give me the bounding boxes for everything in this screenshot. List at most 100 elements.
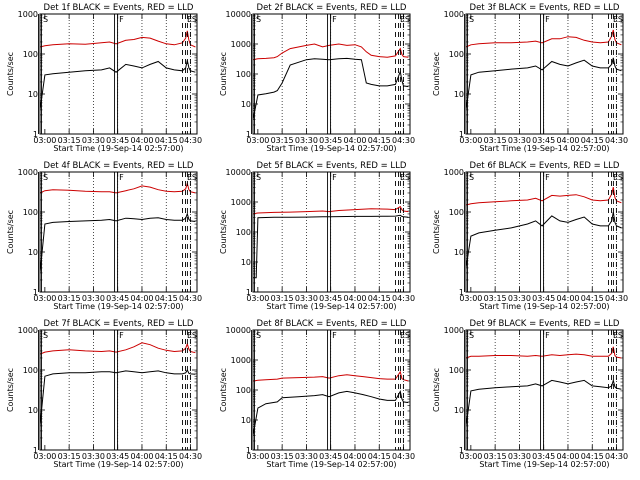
- marker-label: F: [332, 331, 337, 340]
- x-tick-label: 03:00: [33, 294, 56, 303]
- marker-label: S: [256, 15, 261, 24]
- chart-panel-7: Det 7f BLACK = Events, RED = LLD Counts/s…: [6, 319, 202, 469]
- marker-label: S: [618, 173, 623, 182]
- y-tick-label: 100: [23, 366, 38, 375]
- x-tick-label: 03:15: [58, 294, 81, 303]
- y-axis-label: Counts/sec: [6, 210, 15, 254]
- x-tick-label: 04:15: [155, 136, 178, 145]
- x-tick-label: 03:15: [484, 452, 507, 461]
- y-tick-label: 1000: [444, 168, 464, 177]
- x-tick-label: 03:30: [295, 294, 318, 303]
- y-tick-label: 10: [454, 406, 464, 415]
- marker-label: S: [43, 15, 48, 24]
- x-tick-label: 04:30: [179, 294, 202, 303]
- x-tick-label: 03:15: [484, 136, 507, 145]
- y-tick-label: 1: [246, 130, 251, 139]
- x-tick-label: 03:45: [106, 294, 129, 303]
- chart-panel-6: Det 6f BLACK = Events, RED = LLD Counts/s…: [432, 161, 628, 311]
- lld-series-line: [465, 346, 622, 359]
- marker-label: S: [469, 331, 474, 340]
- lld-series-line: [39, 30, 196, 48]
- x-tick-label: 04:00: [556, 136, 579, 145]
- x-tick-label: 03:30: [82, 136, 105, 145]
- y-tick-label: 1000: [444, 326, 464, 335]
- chart-panel-4: Det 4f BLACK = Events, RED = LLD Counts/s…: [6, 161, 202, 311]
- marker-label: F: [332, 15, 337, 24]
- y-tick-label: 10000: [226, 10, 251, 19]
- y-tick-label: 1000: [18, 168, 38, 177]
- y-tick-label: 1: [33, 288, 38, 297]
- x-tick-label: 04:15: [155, 294, 178, 303]
- x-tick-label: 03:30: [295, 136, 318, 145]
- plot-frame: [465, 329, 624, 451]
- x-tick-label: 03:00: [459, 452, 482, 461]
- y-axis-label: Counts/sec: [219, 210, 228, 254]
- x-axis-label: Start Time (19-Sep-14 02:57:00): [53, 460, 183, 469]
- marker-label: E: [187, 15, 192, 24]
- y-tick-label: 100: [23, 208, 38, 217]
- x-tick-label: 03:00: [459, 136, 482, 145]
- lld-series-line: [465, 186, 622, 206]
- chart-panel-9: Det 9f BLACK = Events, RED = LLD Counts/s…: [432, 319, 628, 469]
- y-axis-label: Counts/sec: [219, 52, 228, 96]
- marker-label: E: [613, 331, 618, 340]
- plot-frame: [39, 13, 198, 135]
- x-tick-label: 04:15: [581, 136, 604, 145]
- x-tick-label: 04:00: [130, 136, 153, 145]
- x-tick-label: 04:00: [343, 136, 366, 145]
- plot-frame: [252, 171, 411, 293]
- plot-frame: [252, 13, 411, 135]
- chart-title: Det 2f BLACK = Events, RED = LLD: [257, 3, 407, 13]
- y-tick-label: 1: [246, 446, 251, 455]
- y-axis-label: Counts/sec: [6, 52, 15, 96]
- chart-panel-3: Det 3f BLACK = Events, RED = LLD Counts/s…: [432, 3, 628, 153]
- chart-title: Det 9f BLACK = Events, RED = LLD: [470, 319, 620, 329]
- y-tick-label: 1: [459, 130, 464, 139]
- x-axis-label: Start Time (19-Sep-14 02:57:00): [266, 302, 396, 311]
- x-tick-label: 03:45: [319, 294, 342, 303]
- events-series-line: [39, 60, 196, 110]
- x-tick-label: 03:15: [484, 294, 507, 303]
- x-axis-label: Start Time (19-Sep-14 02:57:00): [266, 144, 396, 153]
- y-tick-label: 100: [236, 228, 251, 237]
- marker-label: S: [618, 15, 623, 24]
- y-tick-label: 1000: [444, 10, 464, 19]
- marker-label: S: [43, 173, 48, 182]
- x-tick-label: 03:00: [246, 136, 269, 145]
- x-axis-label: Start Time (19-Sep-14 02:57:00): [53, 302, 183, 311]
- chart-title: Det 3f BLACK = Events, RED = LLD: [470, 3, 620, 13]
- marker-label: S: [405, 331, 410, 340]
- x-tick-label: 04:00: [556, 294, 579, 303]
- chart-title: Det 4f BLACK = Events, RED = LLD: [44, 161, 194, 171]
- chart-panel-5: Det 5f BLACK = Events, RED = LLD Counts/s…: [219, 161, 415, 311]
- y-tick-label: 10: [28, 406, 38, 415]
- y-tick-label: 1000: [231, 198, 251, 207]
- marker-label: S: [469, 15, 474, 24]
- x-tick-label: 04:15: [581, 452, 604, 461]
- y-tick-label: 1000: [18, 10, 38, 19]
- events-series-line: [39, 212, 196, 273]
- marker-label: E: [400, 173, 405, 182]
- y-tick-label: 1: [246, 288, 251, 297]
- x-tick-label: 03:15: [271, 452, 294, 461]
- marker-label: F: [332, 173, 337, 182]
- marker-label: E: [187, 173, 192, 182]
- x-tick-label: 03:30: [82, 452, 105, 461]
- chart-title: Det 5f BLACK = Events, RED = LLD: [257, 161, 407, 171]
- y-tick-label: 1000: [18, 326, 38, 335]
- x-tick-label: 04:00: [130, 294, 153, 303]
- events-series-line: [465, 57, 622, 110]
- y-tick-label: 10: [241, 416, 251, 425]
- x-tick-label: 04:30: [392, 452, 415, 461]
- chart-panel-1: Det 1f BLACK = Events, RED = LLD Counts/s…: [6, 3, 202, 153]
- y-tick-label: 100: [449, 208, 464, 217]
- y-tick-label: 100: [449, 366, 464, 375]
- x-tick-label: 03:15: [58, 136, 81, 145]
- x-tick-label: 03:45: [532, 136, 555, 145]
- x-tick-label: 03:45: [319, 452, 342, 461]
- y-tick-label: 10000: [226, 326, 251, 335]
- x-axis-label: Start Time (19-Sep-14 02:57:00): [479, 302, 609, 311]
- x-tick-label: 03:15: [271, 136, 294, 145]
- x-tick-label: 04:30: [605, 294, 628, 303]
